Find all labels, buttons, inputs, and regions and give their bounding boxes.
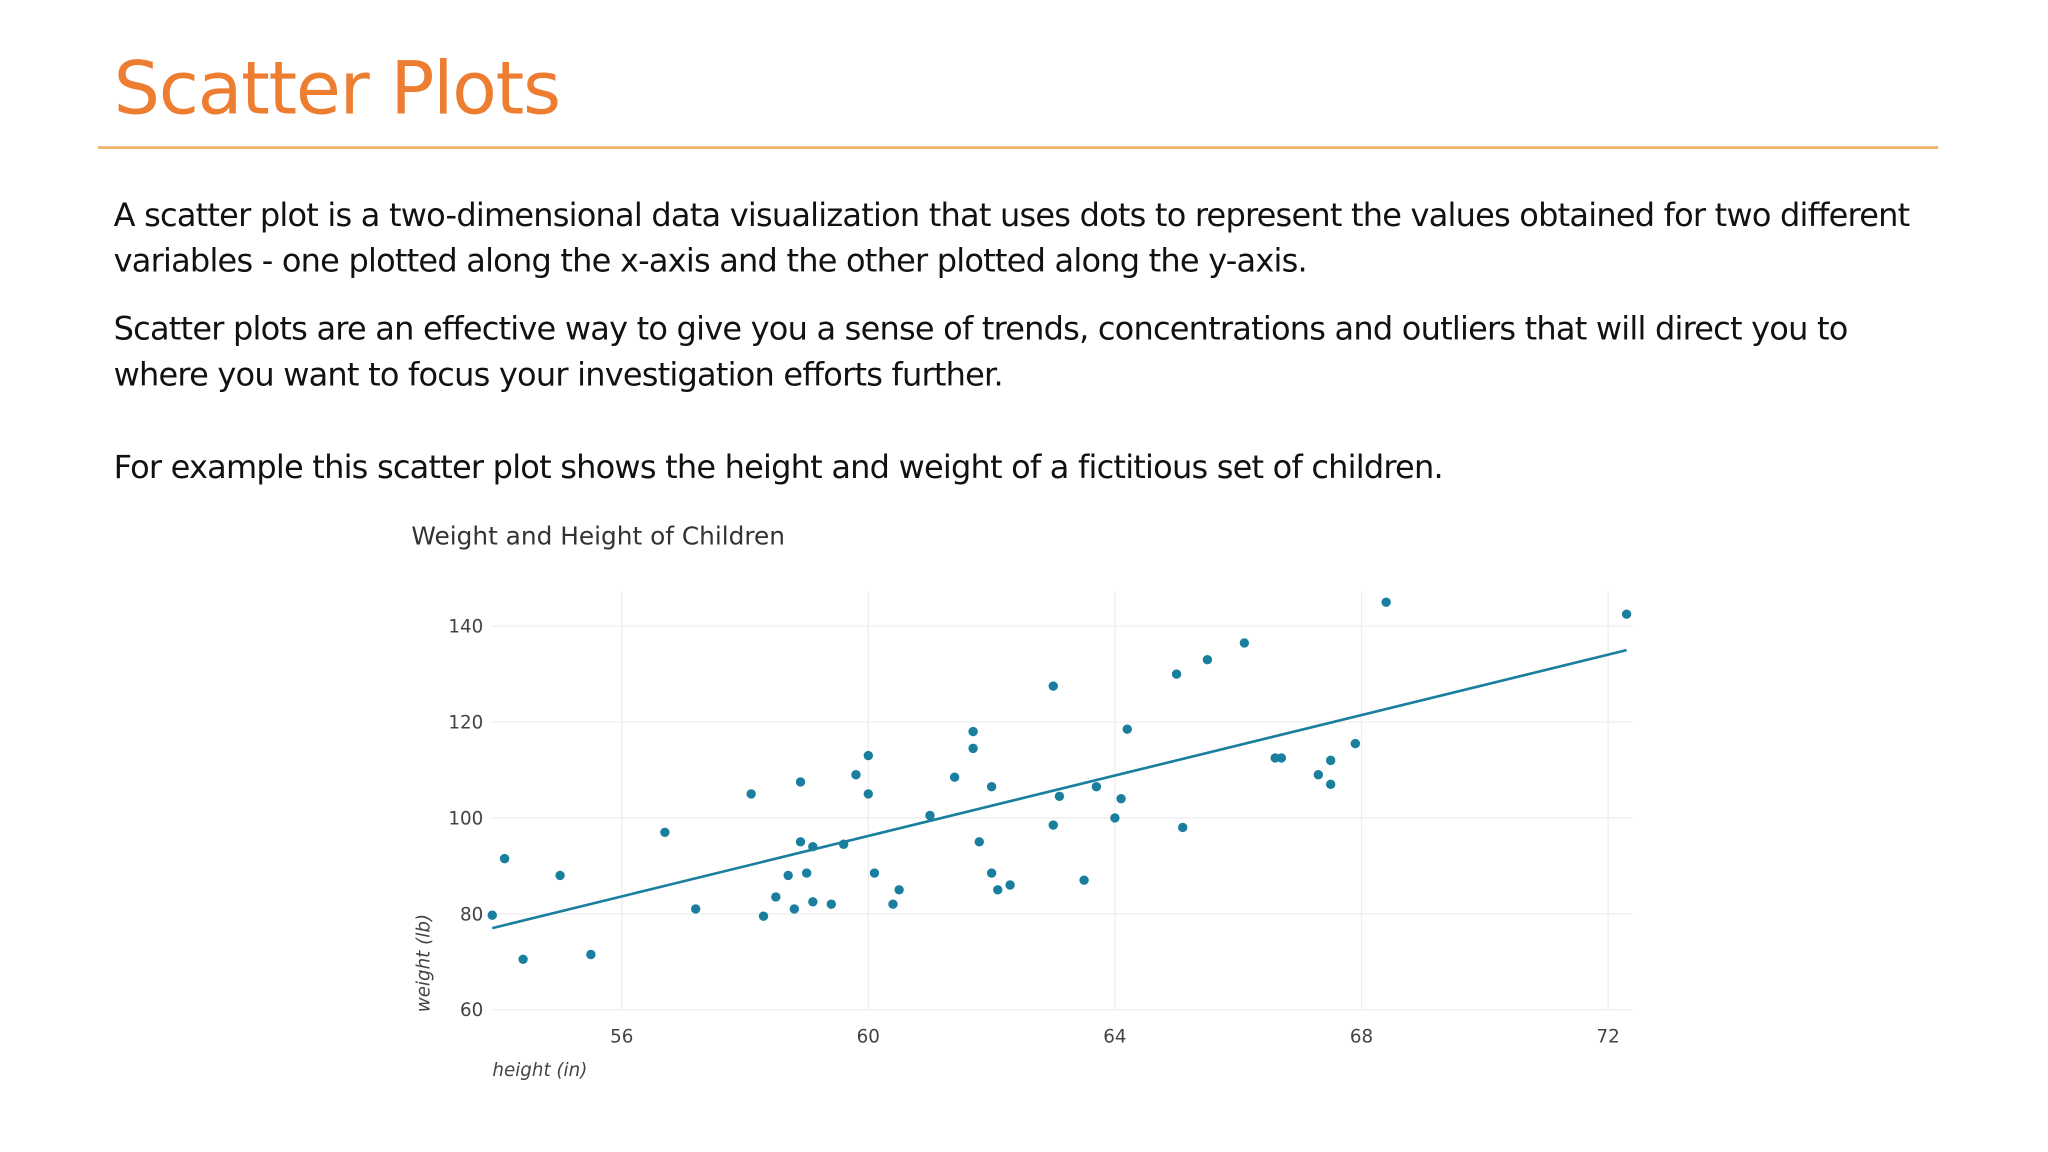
data-point — [808, 841, 818, 852]
data-point — [758, 911, 769, 921]
scatter-chart: Weight and Height of Children 56 60 64 68 72… — [411, 522, 1634, 1081]
data-point — [1048, 681, 1058, 691]
data-point — [1091, 782, 1102, 792]
slide-title: Scatter Plots — [113, 47, 561, 132]
x-tick-label: 56 — [610, 1026, 633, 1047]
data-point — [1239, 638, 1250, 648]
data-point — [1116, 794, 1126, 804]
data-point — [801, 868, 812, 878]
data-point — [838, 839, 849, 849]
data-point — [968, 726, 978, 737]
x-tick-label: 72 — [1596, 1026, 1619, 1047]
data-point — [869, 868, 880, 878]
data-point — [746, 789, 756, 799]
data-point — [771, 892, 781, 902]
data-point — [1325, 779, 1336, 790]
data-point — [660, 827, 670, 837]
data-point — [1381, 597, 1391, 607]
y-tick-label: 60 — [460, 1000, 483, 1021]
data-point — [1350, 738, 1361, 749]
data-point — [1171, 669, 1182, 679]
data-point — [974, 837, 984, 847]
data-point — [894, 885, 904, 895]
data-point — [1276, 753, 1287, 763]
paragraph-purpose: Scatter plots are an effective way to gi… — [113, 309, 1849, 394]
x-tick-label: 68 — [1350, 1026, 1373, 1047]
y-tick-label: 80 — [460, 904, 483, 925]
data-point — [1621, 609, 1632, 619]
data-point — [1054, 791, 1065, 802]
y-tick-label: 100 — [448, 808, 483, 829]
data-point — [1079, 875, 1089, 885]
data-point — [1313, 770, 1324, 780]
y-axis-label: weight (lb) — [414, 914, 435, 1012]
data-point — [1178, 822, 1188, 833]
chart-title: Weight and Height of Children — [411, 522, 785, 551]
data-point — [986, 868, 997, 878]
data-point — [1202, 655, 1213, 665]
x-axis-label: height (in) — [492, 1060, 587, 1081]
data-point — [783, 870, 793, 881]
data-point — [1110, 813, 1120, 823]
data-point — [863, 789, 874, 799]
data-point — [925, 810, 935, 821]
data-point — [555, 870, 565, 881]
data-point — [1325, 755, 1336, 766]
data-point — [690, 904, 701, 914]
data-point — [795, 837, 806, 847]
data-point — [851, 770, 861, 780]
data-point — [968, 743, 978, 754]
data-point — [993, 885, 1003, 895]
data-point — [795, 777, 806, 787]
data-point — [808, 897, 818, 907]
title-divider — [97, 146, 1939, 149]
paragraph-definition: A scatter plot is a two-dimensional data… — [113, 195, 1911, 280]
data-point — [499, 853, 510, 864]
data-point — [949, 772, 960, 782]
paragraph-example: For example this scatter plot shows the … — [113, 447, 1444, 486]
x-tick-label: 60 — [857, 1026, 880, 1047]
data-point — [863, 750, 874, 761]
data-point — [1005, 880, 1015, 890]
data-point — [487, 910, 497, 920]
data-point — [1122, 724, 1132, 734]
data-point — [1048, 820, 1058, 830]
x-tick-label: 64 — [1103, 1026, 1126, 1047]
y-tick-label: 120 — [448, 713, 483, 734]
data-point — [518, 954, 528, 965]
y-tick-label: 140 — [448, 617, 483, 638]
trend-line — [491, 648, 1627, 930]
data-point — [888, 899, 898, 909]
data-point — [586, 949, 596, 960]
data-point — [986, 782, 997, 792]
data-point — [789, 904, 800, 914]
data-point — [826, 899, 837, 909]
